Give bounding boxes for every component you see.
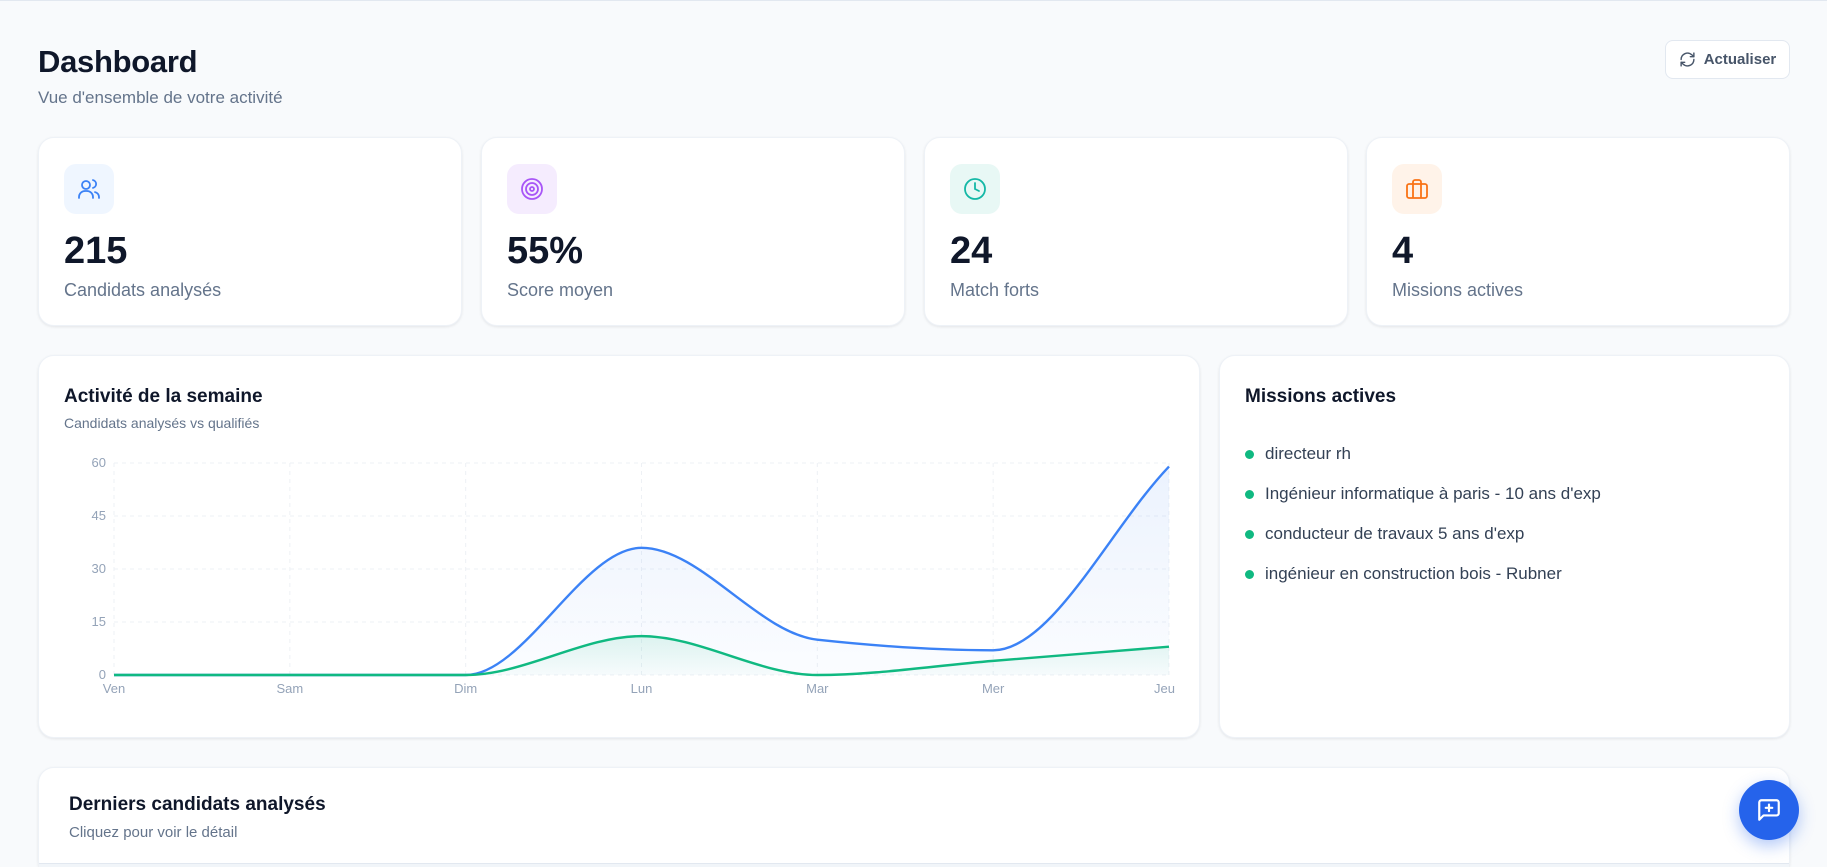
mission-item[interactable]: conducteur de travaux 5 ans d'exp [1245,514,1601,554]
series-area [114,466,1169,675]
x-tick-label: Dim [454,681,477,696]
mission-label: Ingénieur informatique à paris - 10 ans … [1265,484,1601,503]
activity-chart: 0 15 30 45 60 Ven Sam Dim Lun Mar Mer Jeu [92,455,1175,696]
mission-item[interactable]: ingénieur en construction bois - Rubner [1245,554,1601,594]
status-dot [1245,489,1254,499]
missions-list: directeur rh Ingénieur informatique à pa… [1245,434,1601,594]
stat-card-missions: 4 Missions actives [1366,137,1790,326]
stat-value: 215 [64,230,128,272]
missions-title: Missions actives [1245,386,1397,407]
activity-panel: Activité de la semaine Candidats analysé… [38,355,1200,738]
top-divider [0,0,1827,1]
stat-value: 24 [950,230,993,272]
refresh-button[interactable]: Actualiser [1665,40,1790,79]
status-dot [1245,449,1254,459]
stat-card-candidates: 215 Candidats analysés [38,137,462,326]
mission-label: ingénieur en construction bois - Rubner [1265,564,1562,583]
target-icon [507,164,557,214]
y-tick-label: 0 [99,667,106,682]
y-tick-label: 60 [92,455,106,470]
mission-label: directeur rh [1265,444,1351,463]
stat-card-score: 55% Score moyen [481,137,905,326]
stat-value: 4 [1392,230,1414,272]
stat-label: Score moyen [507,280,614,300]
message-plus-icon [1756,797,1782,823]
mission-item[interactable]: directeur rh [1245,434,1601,474]
page-title: Dashboard [38,44,198,79]
users-icon [64,164,114,214]
chat-fab-button[interactable] [1739,780,1799,840]
x-tick-label: Mar [806,681,829,696]
y-tick-label: 30 [92,561,106,576]
stat-label: Match forts [950,280,1040,300]
recent-candidates-panel: Derniers candidats analysés Cliquez pour… [38,767,1790,867]
table-header [39,863,1789,867]
stat-label: Missions actives [1392,280,1524,300]
status-dot [1245,569,1254,579]
x-tick-label: Lun [631,681,653,696]
recent-title: Derniers candidats analysés [69,794,326,815]
y-tick-label: 15 [92,614,106,629]
status-dot [1245,529,1254,539]
x-tick-label: Ven [103,681,125,696]
stat-label: Candidats analysés [64,280,222,300]
series-area [114,636,1169,675]
stat-card-matches: 24 Match forts [924,137,1348,326]
recent-subtitle: Cliquez pour voir le détail [69,824,238,841]
x-tick-label: Jeu [1154,681,1175,696]
activity-subtitle: Candidats analysés vs qualifiés [64,415,260,431]
clock-icon [950,164,1000,214]
stat-value: 55% [507,230,584,272]
refresh-button-label: Actualiser [1703,51,1777,68]
page-subtitle: Vue d'ensemble de votre activité [38,88,283,107]
mission-item[interactable]: Ingénieur informatique à paris - 10 ans … [1245,474,1601,514]
y-tick-label: 45 [92,508,106,523]
refresh-icon [1679,51,1696,68]
series-line [113,634,1170,677]
briefcase-icon [1392,164,1442,214]
x-tick-label: Mer [982,681,1005,696]
x-tick-label: Sam [276,681,303,696]
mission-label: conducteur de travaux 5 ans d'exp [1265,524,1525,543]
activity-title: Activité de la semaine [64,386,263,407]
missions-panel: Missions actives directeur rh Ingénieur … [1219,355,1790,738]
page-header: Dashboard Vue d'ensemble de votre activi… [38,44,283,108]
